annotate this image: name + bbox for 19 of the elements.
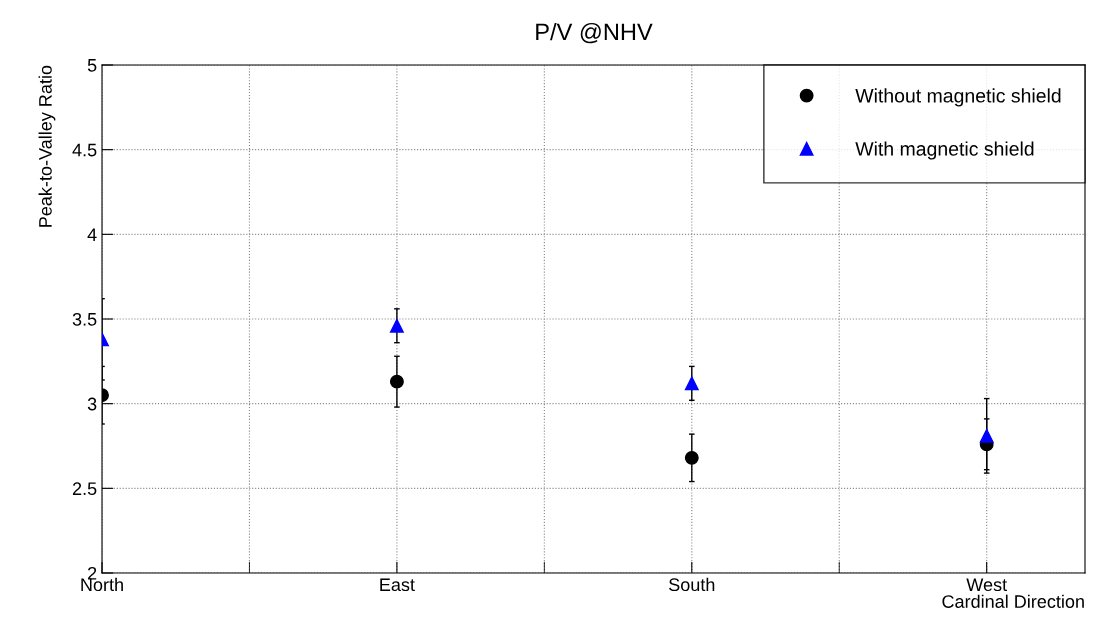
x-axis-title: Cardinal Direction bbox=[942, 594, 1084, 608]
y-axis-title: Peak-to-Valley Ratio bbox=[38, 65, 56, 227]
point bbox=[979, 428, 994, 443]
point bbox=[389, 318, 404, 333]
y-tick-label: 3 bbox=[87, 397, 97, 411]
point bbox=[684, 450, 699, 465]
legend-label: With magnetic shield bbox=[855, 141, 1034, 160]
y-tick-label: 4.5 bbox=[72, 143, 97, 157]
x-tick-label: South bbox=[669, 577, 715, 592]
y-tick-label: 5 bbox=[87, 59, 97, 72]
point bbox=[389, 374, 404, 389]
y-tick-label: 4 bbox=[87, 228, 97, 241]
x-tick-label: West bbox=[966, 578, 1007, 592]
x-tick-label: East bbox=[380, 578, 415, 592]
y-tick-label: 2.5 bbox=[72, 482, 97, 496]
chart-title: P/V @NHV bbox=[536, 22, 653, 44]
y-tick-label: 3.5 bbox=[72, 312, 97, 326]
point bbox=[684, 376, 699, 391]
legend-label: Without magnetic shield bbox=[855, 88, 1061, 107]
